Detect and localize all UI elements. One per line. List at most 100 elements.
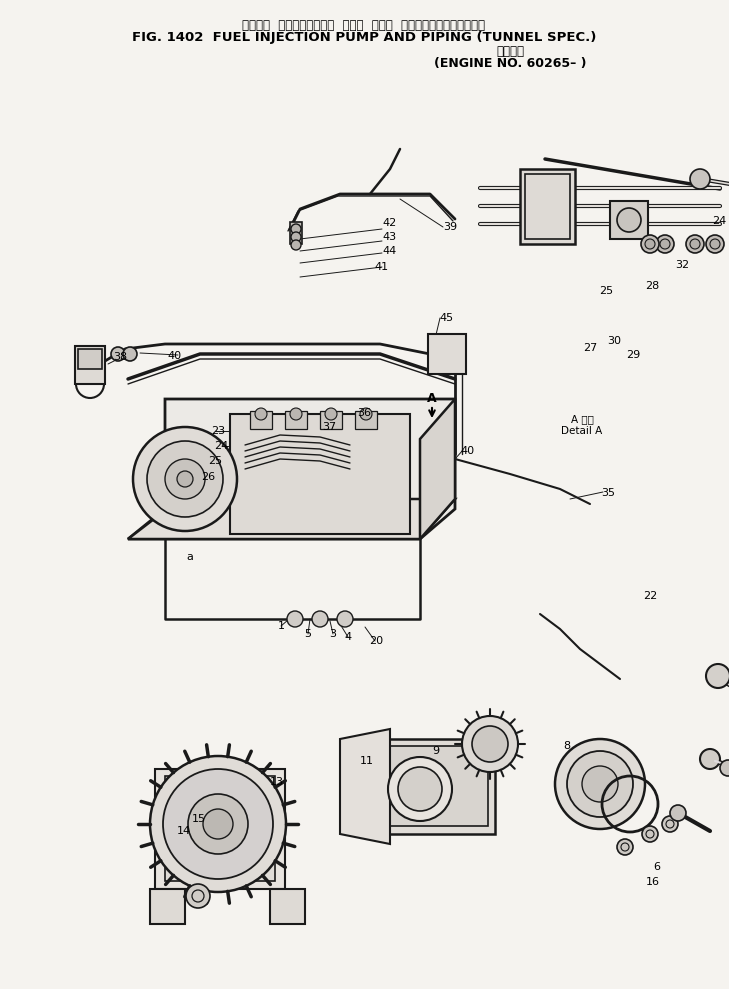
Circle shape: [686, 235, 704, 253]
Bar: [290, 222, 302, 244]
Circle shape: [255, 408, 267, 420]
Circle shape: [710, 239, 720, 249]
Circle shape: [617, 839, 633, 855]
Text: 適用号機: 適用号機: [496, 45, 524, 58]
Bar: [428, 334, 466, 374]
Circle shape: [337, 611, 353, 627]
Polygon shape: [420, 399, 455, 539]
Circle shape: [177, 471, 193, 487]
Text: 44: 44: [383, 246, 397, 256]
Circle shape: [720, 760, 729, 776]
Text: 27: 27: [583, 343, 597, 353]
Text: A: A: [427, 393, 437, 405]
Text: 24: 24: [214, 441, 228, 451]
Bar: [388, 746, 488, 826]
Circle shape: [670, 805, 686, 821]
Circle shape: [555, 739, 645, 829]
Text: A 詳細: A 詳細: [571, 414, 593, 424]
Circle shape: [163, 769, 273, 879]
Text: 15: 15: [192, 814, 206, 824]
Circle shape: [290, 408, 302, 420]
Circle shape: [291, 224, 301, 234]
Text: 40: 40: [168, 351, 182, 361]
Polygon shape: [128, 499, 455, 539]
Text: FIG. 1402  FUEL INJECTION PUMP AND PIPING (TUNNEL SPEC.): FIG. 1402 FUEL INJECTION PUMP AND PIPING…: [132, 31, 596, 44]
Circle shape: [706, 664, 729, 688]
Text: 45: 45: [440, 313, 454, 323]
Circle shape: [641, 235, 659, 253]
Circle shape: [700, 749, 720, 769]
Circle shape: [312, 611, 328, 627]
Circle shape: [645, 239, 655, 249]
Circle shape: [147, 441, 223, 517]
Text: 30: 30: [607, 336, 621, 346]
Text: 23: 23: [211, 426, 225, 436]
Circle shape: [690, 169, 710, 189]
Text: 43: 43: [383, 232, 397, 242]
Text: フェエル  インジェクション  ポンプ  および  パイピング　トンネル仕様: フェエル インジェクション ポンプ および パイピング トンネル仕様: [243, 19, 486, 32]
Text: 8: 8: [564, 741, 571, 751]
Bar: [230, 414, 410, 534]
Polygon shape: [340, 729, 390, 844]
Circle shape: [472, 726, 508, 762]
Circle shape: [360, 408, 372, 420]
Text: 26: 26: [201, 472, 215, 482]
Text: 6: 6: [653, 862, 660, 872]
Text: a: a: [187, 552, 193, 562]
Circle shape: [567, 751, 633, 817]
Text: 41: 41: [375, 262, 389, 272]
Circle shape: [291, 232, 301, 242]
Bar: [610, 201, 648, 239]
Bar: [75, 346, 105, 384]
Text: 3: 3: [330, 629, 337, 639]
Text: 36: 36: [357, 408, 371, 418]
Circle shape: [325, 408, 337, 420]
Polygon shape: [128, 399, 455, 539]
Text: 22: 22: [643, 591, 657, 601]
Circle shape: [186, 884, 210, 908]
Text: 35: 35: [601, 488, 615, 498]
Text: 25: 25: [208, 456, 222, 466]
Text: 42: 42: [383, 218, 397, 228]
Text: 37: 37: [322, 422, 336, 432]
Circle shape: [660, 239, 670, 249]
Circle shape: [690, 239, 700, 249]
Circle shape: [123, 347, 137, 361]
Text: 32: 32: [675, 260, 689, 270]
Circle shape: [203, 809, 233, 839]
Bar: [78, 349, 102, 369]
Circle shape: [287, 611, 303, 627]
Circle shape: [617, 208, 641, 232]
Circle shape: [582, 766, 618, 802]
Bar: [250, 411, 272, 429]
Bar: [320, 411, 342, 429]
Circle shape: [165, 459, 205, 499]
Text: 25: 25: [599, 286, 613, 296]
Bar: [165, 776, 275, 881]
Circle shape: [388, 757, 452, 821]
Text: (ENGINE NO. 60265– ): (ENGINE NO. 60265– ): [434, 57, 586, 70]
Bar: [355, 411, 377, 429]
Circle shape: [150, 756, 286, 892]
Circle shape: [291, 240, 301, 250]
Text: 4: 4: [344, 632, 351, 642]
Circle shape: [656, 235, 674, 253]
Circle shape: [706, 235, 724, 253]
Polygon shape: [150, 889, 185, 924]
Text: Detail A: Detail A: [561, 426, 603, 436]
Text: 13: 13: [270, 777, 284, 787]
Circle shape: [188, 794, 248, 854]
Polygon shape: [155, 769, 285, 889]
Circle shape: [462, 716, 518, 772]
Text: 11: 11: [360, 756, 374, 766]
Text: 14: 14: [177, 826, 191, 836]
Bar: [525, 174, 570, 239]
Circle shape: [111, 347, 125, 361]
Bar: [520, 169, 575, 244]
Text: 16: 16: [646, 877, 660, 887]
Text: 1: 1: [278, 621, 284, 631]
Circle shape: [642, 826, 658, 842]
Circle shape: [662, 816, 678, 832]
Text: 28: 28: [645, 281, 659, 291]
Text: 24: 24: [712, 216, 726, 226]
